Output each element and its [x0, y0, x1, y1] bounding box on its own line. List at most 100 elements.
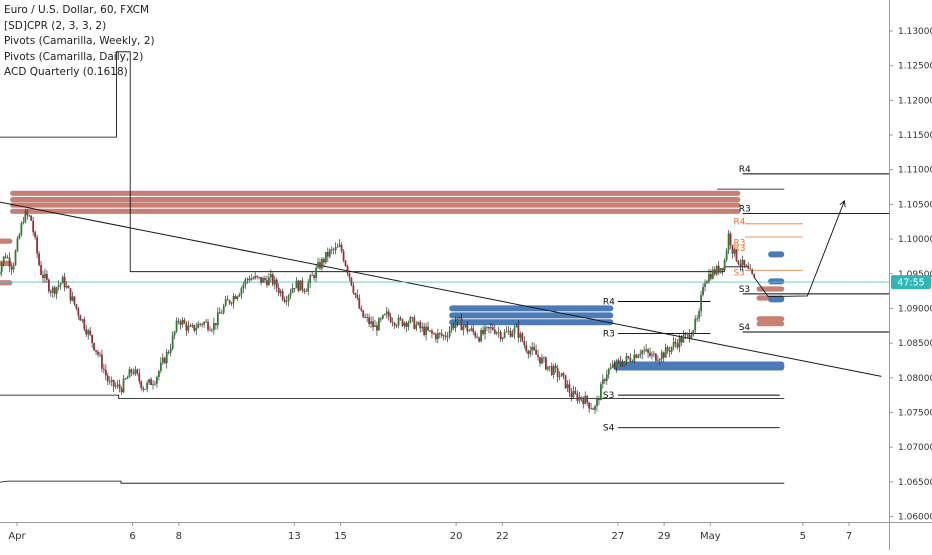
y-tick-label: 1.09500	[898, 270, 932, 280]
candle-body	[224, 299, 227, 306]
candle-body	[252, 278, 255, 280]
candle-body	[285, 301, 288, 303]
candle-body	[721, 268, 724, 270]
candle-body	[293, 288, 296, 289]
weekly-pivot-label: S3	[739, 285, 750, 295]
candle-body	[10, 266, 13, 270]
candle-body	[230, 303, 233, 304]
candle-body	[491, 327, 494, 330]
candle-body	[393, 322, 396, 326]
candle-body	[128, 369, 131, 378]
candle-body	[731, 245, 734, 254]
candle-body	[69, 288, 72, 301]
candle-body	[686, 333, 689, 335]
indicator-pivots-weekly[interactable]: Pivots (Camarilla, Weekly, 2)	[4, 35, 155, 47]
candle-body	[704, 283, 706, 287]
candle-body	[605, 374, 608, 381]
candle-body	[209, 329, 211, 331]
candle-body	[403, 322, 406, 326]
candle-body	[503, 332, 506, 338]
candle-body	[163, 357, 166, 364]
y-tick-label: 1.06000	[898, 513, 932, 523]
candle-body	[429, 330, 431, 332]
y-tick-label: 1.08000	[898, 374, 932, 384]
candle-body	[580, 396, 583, 400]
candle-body	[607, 369, 610, 375]
candle-body	[342, 251, 345, 261]
indicator-cpr[interactable]: [SD]CPR (2, 3, 3, 2)	[4, 19, 107, 32]
candle-body	[523, 341, 526, 346]
candle-body	[175, 320, 178, 332]
candle-body	[454, 322, 457, 328]
x-tick-label: Apr	[8, 531, 26, 542]
candle-body	[297, 280, 300, 291]
candle-body	[67, 285, 70, 289]
candle-body	[684, 333, 687, 336]
candle-body	[509, 330, 512, 337]
candle-body	[372, 321, 374, 328]
candle-body	[391, 322, 394, 324]
candle-body	[550, 366, 553, 375]
candle-body	[216, 312, 219, 326]
quarterly-step-line	[0, 51, 748, 273]
indicator-acd-quarterly[interactable]: ACD Quarterly (0.1618)	[4, 66, 128, 78]
candle-body	[544, 357, 547, 370]
candle-body	[590, 408, 592, 410]
candle-body	[464, 324, 467, 327]
candle-body	[698, 311, 701, 319]
candle-body	[214, 323, 217, 326]
candle-body	[419, 322, 422, 329]
candle-body	[476, 336, 479, 338]
candle-body	[458, 317, 461, 319]
candle-body	[161, 357, 164, 363]
weekly-pivot-label: S4	[739, 323, 751, 333]
x-tick-label: 29	[658, 531, 671, 542]
candle-body	[407, 322, 410, 327]
candle-body	[250, 278, 253, 281]
chart-legend: Euro / U.S. Dollar, 60, FXCM [SD]CPR (2,…	[4, 3, 155, 81]
candle-body	[352, 285, 355, 293]
candle-body	[207, 321, 209, 330]
candle-body	[499, 331, 502, 340]
candle-body	[434, 334, 437, 340]
candle-body	[59, 283, 62, 286]
candle-body	[725, 250, 728, 261]
candle-body	[275, 279, 278, 288]
candle-body	[336, 246, 339, 248]
candle-body	[179, 321, 182, 325]
candle-body	[332, 249, 335, 251]
candle-body	[324, 252, 327, 263]
candle-body	[385, 311, 388, 315]
candle-body	[507, 330, 510, 332]
quarterly-step-line	[0, 480, 785, 484]
candle-body	[213, 323, 215, 330]
candle-body	[647, 349, 649, 353]
candle-body	[313, 275, 315, 278]
candle-body	[719, 268, 722, 273]
symbol-title[interactable]: Euro / U.S. Dollar, 60, FXCM	[4, 4, 150, 16]
candle-body	[158, 371, 160, 377]
y-tick-label: 1.12000	[898, 96, 932, 106]
candle-body	[737, 260, 740, 265]
candle-body	[641, 350, 644, 355]
candle-body	[218, 312, 221, 314]
candle-body	[317, 262, 319, 268]
candle-body	[195, 328, 198, 331]
candle-body	[91, 334, 94, 343]
candle-body	[46, 273, 48, 280]
candle-body	[340, 244, 343, 252]
candle-body	[138, 373, 141, 382]
candle-body	[556, 368, 559, 377]
candle-body	[57, 285, 60, 288]
candle-body	[582, 399, 585, 405]
candle-body	[401, 319, 404, 326]
x-tick-label: 7	[846, 531, 852, 542]
indicator-pivots-daily[interactable]: Pivots (Camarilla, Daily, 2)	[4, 50, 144, 63]
candle-body	[360, 308, 363, 311]
candle-body	[529, 350, 532, 355]
candle-body	[735, 249, 738, 261]
candle-body	[450, 325, 453, 331]
candle-body	[601, 379, 604, 385]
